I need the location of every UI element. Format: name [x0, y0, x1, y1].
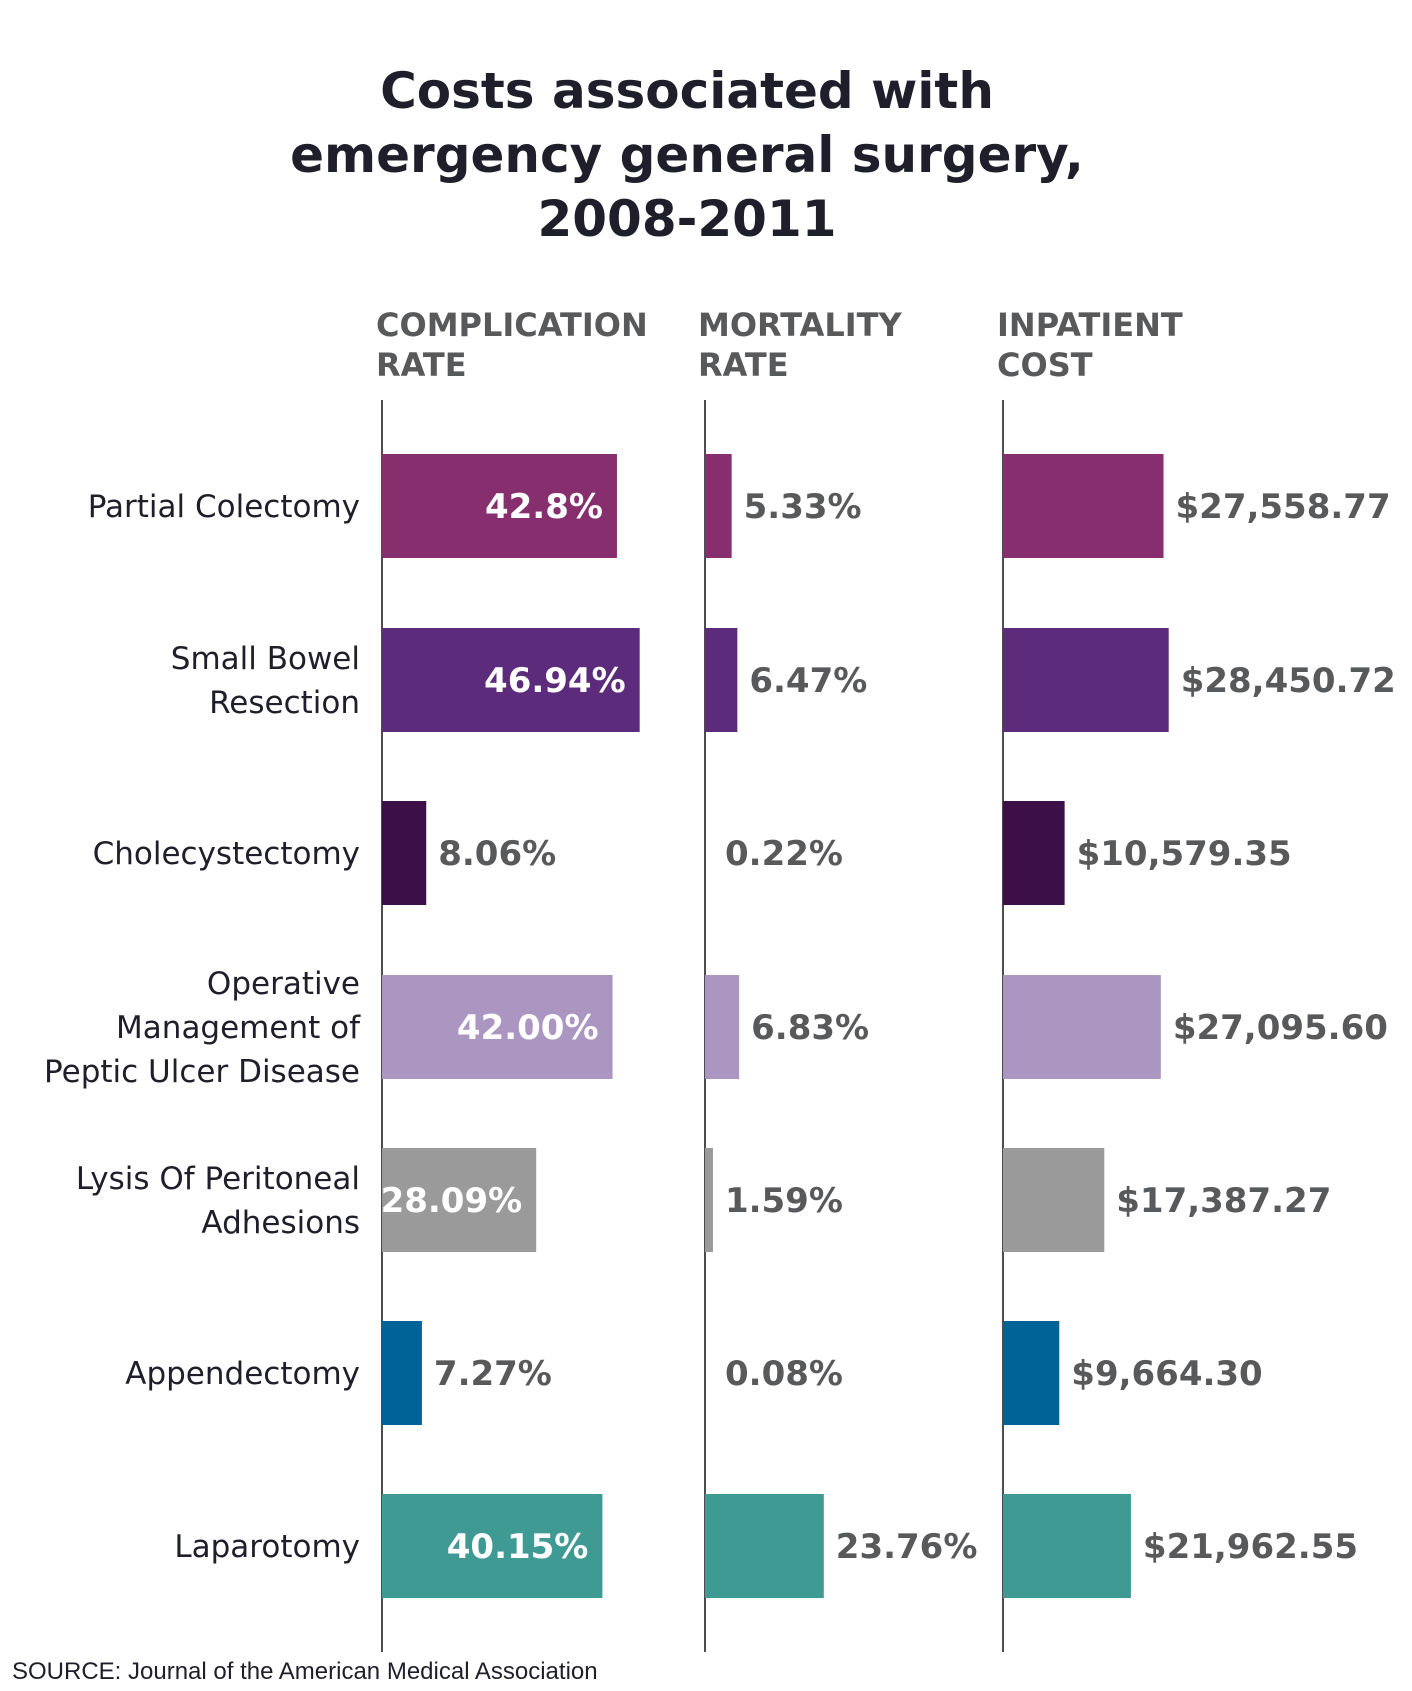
bar	[1003, 454, 1164, 558]
column-header: COMPLICATION	[376, 306, 648, 344]
category-label: Partial Colectomy	[88, 489, 360, 525]
value-label: 40.15%	[447, 1527, 589, 1567]
value-label: 23.76%	[836, 1527, 978, 1567]
category-label: Management of	[116, 1010, 361, 1046]
value-label: $9,664.30	[1071, 1354, 1262, 1394]
bar	[382, 628, 640, 732]
column-header: RATE	[376, 346, 467, 384]
category-label: Laparotomy	[174, 1529, 360, 1565]
bar	[705, 454, 732, 558]
value-label: $17,387.27	[1116, 1181, 1331, 1221]
value-label: 28.09%	[381, 1181, 523, 1221]
value-label: $28,450.72	[1181, 661, 1396, 701]
value-label: 0.08%	[725, 1354, 843, 1394]
column-header: COST	[997, 346, 1093, 384]
bars	[382, 454, 1169, 1598]
column-header: MORTALITY	[698, 306, 902, 344]
bar	[705, 628, 738, 732]
value-label: 0.22%	[725, 834, 843, 874]
bar	[382, 1148, 537, 1252]
column-header: INPATIENT	[997, 306, 1183, 344]
chart-title-line: emergency general surgery,	[290, 126, 1084, 184]
category-label: Lysis Of Peritoneal	[76, 1161, 360, 1197]
bar	[1003, 801, 1065, 905]
source-note: SOURCE: Journal of the American Medical …	[12, 1658, 598, 1685]
category-label: Peptic Ulcer Disease	[44, 1054, 360, 1090]
value-label: $27,558.77	[1176, 487, 1391, 527]
chart-title-line: Costs associated with	[380, 62, 994, 120]
column-header: RATE	[698, 346, 789, 384]
bar	[382, 1321, 422, 1425]
category-label: Small Bowel	[171, 641, 360, 677]
category-label: Resection	[209, 685, 360, 721]
bar	[382, 801, 427, 905]
chart-title-line: 2008-2011	[537, 190, 836, 248]
bar	[705, 1148, 713, 1252]
bar	[382, 454, 617, 558]
value-label: 6.47%	[749, 661, 867, 701]
bar	[382, 1494, 603, 1598]
bar	[1003, 1494, 1131, 1598]
bar	[1003, 628, 1169, 732]
category-label: Operative	[207, 966, 360, 1002]
bar	[1003, 975, 1161, 1079]
value-label: 46.94%	[484, 661, 626, 701]
category-labels: Partial Colectomy Small Bowel Resection Cho…	[44, 489, 361, 1565]
value-label: 6.83%	[751, 1008, 869, 1048]
value-label: 8.06%	[438, 834, 556, 874]
value-labels: 42.8% 46.94% 8.06% 42.00% 28.09% 7.27% 40.15% 5…	[381, 487, 1396, 1567]
chart-title: Costs associated with emergency general s…	[290, 62, 1084, 248]
bar	[1003, 1321, 1060, 1425]
value-label: 42.8%	[485, 487, 603, 527]
value-label: 42.00%	[457, 1008, 599, 1048]
category-label: Appendectomy	[125, 1356, 360, 1392]
column-headers: COMPLICATIONRATEMORTALITYRATEINPATIENTCO…	[376, 306, 1183, 384]
bar	[705, 1494, 824, 1598]
bar	[1003, 1148, 1105, 1252]
value-label: $10,579.35	[1077, 834, 1292, 874]
bar	[382, 975, 613, 1079]
value-label: 1.59%	[725, 1181, 843, 1221]
value-label: $27,095.60	[1173, 1008, 1388, 1048]
bar	[705, 975, 740, 1079]
category-label: Cholecystectomy	[93, 836, 360, 872]
category-label: Adhesions	[201, 1205, 360, 1241]
value-label: $21,962.55	[1143, 1527, 1358, 1567]
value-label: 7.27%	[434, 1354, 552, 1394]
value-label: 5.33%	[744, 487, 862, 527]
